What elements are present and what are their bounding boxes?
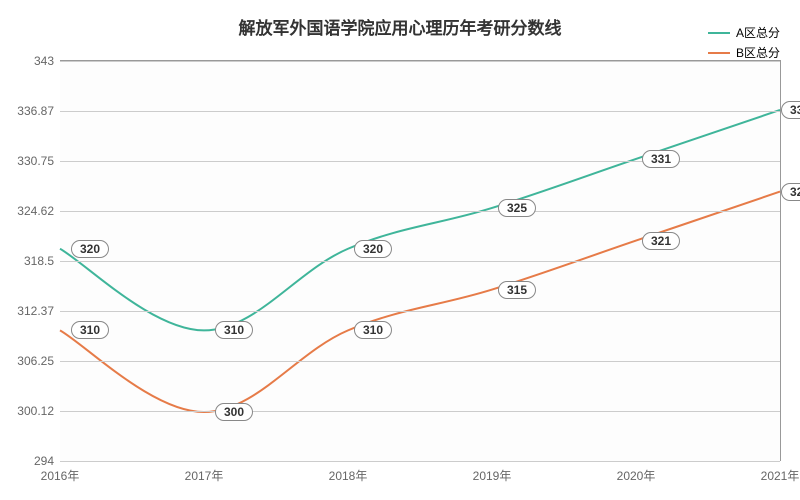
legend: A区总分 B区总分	[708, 24, 780, 64]
chart-container: 解放军外国语学院应用心理历年考研分数线 A区总分 B区总分 294300.123…	[0, 0, 800, 500]
y-tick-label: 300.12	[17, 404, 60, 418]
series-line	[60, 192, 780, 412]
x-tick-label: 2016年	[41, 461, 80, 484]
y-tick-label: 343	[34, 54, 60, 68]
point-label: 315	[498, 281, 536, 299]
y-tick-label: 336.87	[17, 104, 60, 118]
gridline	[60, 361, 780, 362]
y-tick-label: 324.62	[17, 204, 60, 218]
legend-label-a: A区总分	[736, 24, 780, 41]
gridline	[60, 61, 780, 62]
legend-item-b: B区总分	[708, 44, 780, 61]
point-label: 327	[781, 183, 800, 201]
chart-title: 解放军外国语学院应用心理历年考研分数线	[239, 14, 562, 39]
legend-label-b: B区总分	[736, 44, 780, 61]
gridline	[60, 311, 780, 312]
legend-swatch-a	[708, 32, 730, 34]
point-label: 310	[354, 321, 392, 339]
point-label: 320	[354, 240, 392, 258]
gridline	[60, 461, 780, 462]
point-label: 337	[781, 101, 800, 119]
legend-swatch-b	[708, 52, 730, 54]
gridline	[60, 411, 780, 412]
y-tick-label: 312.37	[17, 304, 60, 318]
y-tick-label: 306.25	[17, 354, 60, 368]
x-tick-label: 2019年	[473, 461, 512, 484]
gridline	[60, 211, 780, 212]
x-tick-label: 2018年	[329, 461, 368, 484]
x-tick-label: 2020年	[617, 461, 656, 484]
point-label: 321	[642, 232, 680, 250]
point-label: 331	[642, 150, 680, 168]
point-label: 325	[498, 199, 536, 217]
point-label: 320	[71, 240, 109, 258]
gridline	[60, 111, 780, 112]
y-tick-label: 330.75	[17, 154, 60, 168]
series-line	[60, 110, 780, 330]
gridline	[60, 261, 780, 262]
x-tick-label: 2017年	[185, 461, 224, 484]
x-tick-label: 2021年	[761, 461, 800, 484]
point-label: 310	[71, 321, 109, 339]
point-label: 310	[215, 321, 253, 339]
point-label: 300	[215, 403, 253, 421]
y-tick-label: 318.5	[24, 254, 60, 268]
legend-item-a: A区总分	[708, 24, 780, 41]
plot-area: 294300.12306.25312.37318.5324.62330.7533…	[60, 60, 781, 461]
